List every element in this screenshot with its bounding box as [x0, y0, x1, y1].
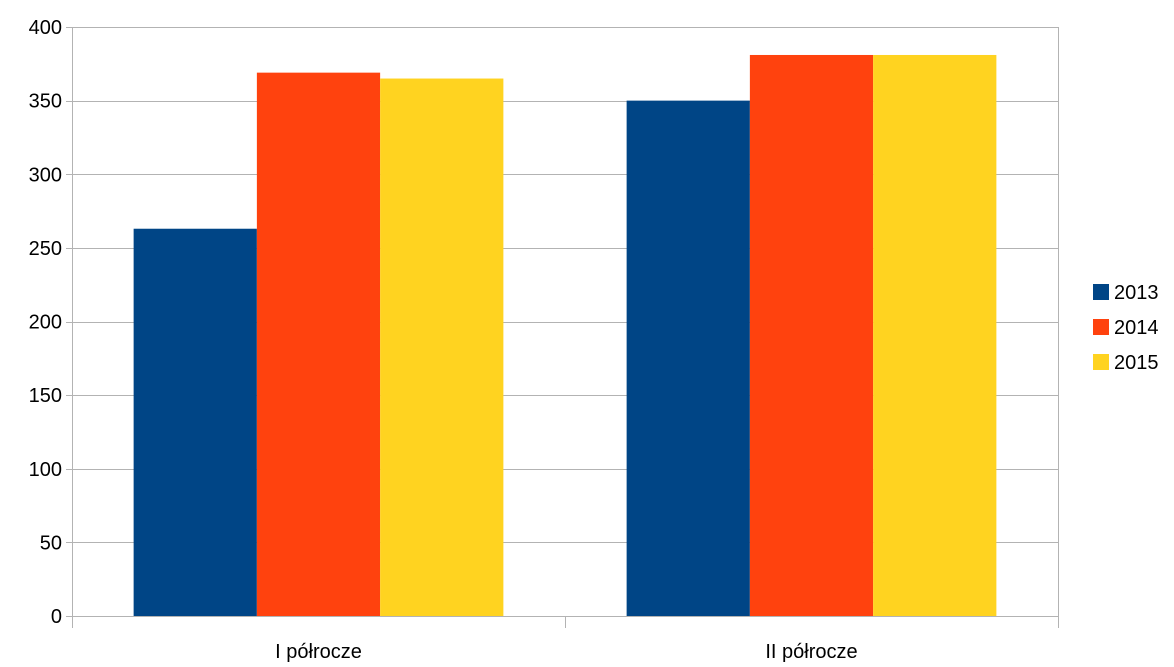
legend-label: 2014	[1114, 317, 1159, 339]
legend-swatch-2015	[1093, 354, 1109, 370]
y-tick-label: 100	[29, 459, 62, 481]
bar-2014-1	[256, 72, 381, 616]
axes	[72, 27, 1059, 628]
y-tick-label: 300	[29, 164, 62, 186]
bar-2015-1	[380, 78, 504, 617]
legend-label: 2015	[1114, 352, 1159, 374]
x-category-label: II półrocze	[765, 641, 857, 662]
x-axis-ticks: I półrocze II półrocze	[275, 641, 857, 663]
x-category-label: I półrocze	[275, 641, 362, 662]
y-axis-ticks: 0 50 100 150 200 250 300 350 400	[29, 17, 62, 628]
y-tick-label: 50	[40, 532, 62, 554]
y-tick-label: 350	[29, 91, 62, 113]
y-tick-label: 200	[29, 312, 62, 334]
legend-label: 2013	[1114, 282, 1159, 304]
y-tick-label: 150	[29, 385, 62, 407]
legend-swatch-2014	[1093, 319, 1109, 335]
bar-2014-2	[749, 54, 874, 617]
y-tick-label: 0	[51, 606, 62, 628]
bar-2013-2	[626, 100, 750, 616]
bar-2013-1	[133, 228, 257, 617]
legend: 2013 2014 2015	[1093, 282, 1159, 374]
y-tick-label: 400	[29, 17, 62, 39]
bars	[133, 54, 997, 617]
legend-swatch-2013	[1093, 284, 1109, 300]
bar-2015-2	[873, 54, 997, 617]
y-tick-label: 250	[29, 238, 62, 260]
